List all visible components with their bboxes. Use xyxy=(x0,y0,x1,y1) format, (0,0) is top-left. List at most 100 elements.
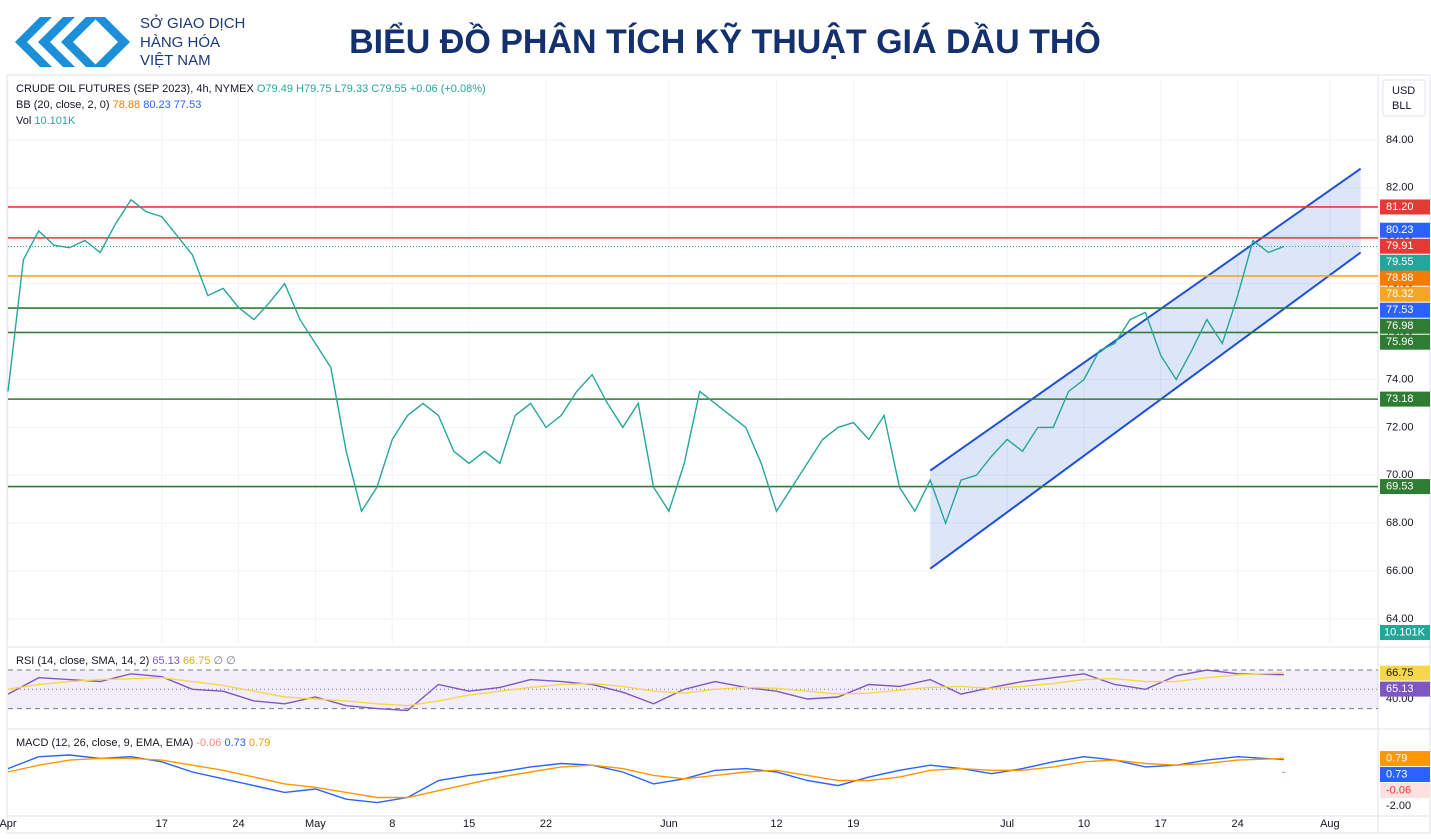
legend-text: 78.88 xyxy=(113,99,141,111)
legend: CRUDE OIL FUTURES (SEP 2023), 4h, NYMEX … xyxy=(16,83,486,95)
legend: MACD (12, 26, close, 9, EMA, EMA) -0.06 … xyxy=(16,737,270,749)
price-label-bg xyxy=(1380,391,1430,407)
price-label: 66.75 xyxy=(1386,667,1414,679)
price-label: -0.06 xyxy=(1386,784,1411,796)
price-label-bg xyxy=(1380,270,1430,286)
legend-text: BB (20, close, 2, 0) xyxy=(16,99,110,111)
y-tick-label: 64.00 xyxy=(1386,613,1414,625)
x-tick-label: 17 xyxy=(1155,818,1167,830)
price-label-bg xyxy=(1380,783,1430,799)
legend-text: ∅ ∅ xyxy=(214,655,236,667)
logo-shape xyxy=(38,17,75,67)
series-line xyxy=(7,669,1284,712)
price-label: 79.55 xyxy=(1386,256,1414,268)
unit-label: USD xyxy=(1392,85,1415,97)
x-tick-label: 8 xyxy=(389,818,395,830)
channel-fill xyxy=(930,168,1361,569)
x-tick-label: 24 xyxy=(232,818,244,830)
logo-shape xyxy=(15,17,52,67)
page-title: BIỂU ĐỒ PHÂN TÍCH KỸ THUẬT GIÁ DẦU THÔ xyxy=(349,22,1101,61)
price-label-bg xyxy=(1380,479,1430,495)
x-tick-label: 22 xyxy=(540,818,552,830)
y-tick-label: 84.00 xyxy=(1386,134,1414,146)
price-label-bg xyxy=(1380,334,1430,350)
legend-text: CRUDE OIL FUTURES (SEP 2023), 4h, NYMEX xyxy=(16,83,254,95)
legend: BB (20, close, 2, 0) 78.88 80.23 77.53 xyxy=(16,99,201,111)
channel-line xyxy=(929,167,1362,472)
series-line xyxy=(7,757,1284,799)
y-tick-label: 82.00 xyxy=(1386,182,1414,194)
x-tick-label: 19 xyxy=(847,818,859,830)
price-label-bg xyxy=(1380,767,1430,783)
volume-label: 10.101K xyxy=(1384,626,1426,638)
logo-text: HÀNG HÓA xyxy=(140,34,220,51)
legend-text: 0.73 xyxy=(224,737,245,749)
price-label-bg xyxy=(1380,222,1430,238)
y-tick-label: 74.00 xyxy=(1386,373,1414,385)
logo-text: SỞ GIAO DỊCH xyxy=(140,14,245,32)
price-label: 65.13 xyxy=(1386,683,1414,695)
x-tick-label: 15 xyxy=(463,818,475,830)
series-line xyxy=(7,198,1285,526)
legend-text: L79.33 xyxy=(335,83,369,95)
legend-text: 66.75 xyxy=(183,655,211,667)
legend-text: +0.06 (+0.08%) xyxy=(410,83,486,95)
x-tick-label: 12 xyxy=(770,818,782,830)
y-tick-label: 70.00 xyxy=(1386,469,1414,481)
unit-box xyxy=(1382,79,1426,117)
y-tick-label: 68.00 xyxy=(1386,517,1414,529)
price-label: 76.98 xyxy=(1386,320,1414,332)
logo-text: VIỆT NAM xyxy=(140,52,211,69)
price-label-bg xyxy=(1380,199,1430,215)
legend-text: 65.13 xyxy=(152,655,180,667)
channel-line xyxy=(929,251,1362,570)
legend-text: H79.75 xyxy=(296,83,331,95)
legend: RSI (14, close, SMA, 14, 2) 65.13 66.75 … xyxy=(16,655,236,667)
legend-text: -0.06 xyxy=(196,737,221,749)
x-tick-label: Jul xyxy=(1000,818,1014,830)
y-tick-label: 72.00 xyxy=(1386,421,1414,433)
price-label-bg xyxy=(1380,665,1430,681)
price-label: 69.53 xyxy=(1386,480,1414,492)
x-tick-label: Apr xyxy=(0,818,17,830)
chart-frame xyxy=(6,74,1431,834)
price-label: 78.88 xyxy=(1386,272,1414,284)
price-label-bg xyxy=(1380,302,1430,318)
price-label-bg xyxy=(1380,286,1430,302)
price-label: 73.18 xyxy=(1386,393,1414,405)
legend-text: C79.55 xyxy=(371,83,406,95)
price-label: 77.53 xyxy=(1386,304,1414,316)
legend: Vol 10.101K xyxy=(16,115,76,127)
x-tick-label: May xyxy=(305,818,326,830)
y-tick-label: 66.00 xyxy=(1386,565,1414,577)
series-line xyxy=(7,672,1284,707)
logo-shape xyxy=(61,17,98,67)
legend-text: Vol xyxy=(16,115,31,127)
unit-label: BLL xyxy=(1392,100,1412,112)
legend-text: 80.23 xyxy=(143,99,171,111)
price-label-bg xyxy=(1380,681,1430,697)
y-tick-label: -2.00 xyxy=(1386,800,1411,812)
price-label: 79.91 xyxy=(1386,240,1414,252)
histogram-bar xyxy=(1282,771,1286,773)
x-tick-label: Jun xyxy=(660,818,678,830)
price-label-bg xyxy=(1380,238,1430,254)
series-line xyxy=(7,754,1284,804)
legend-text: MACD (12, 26, close, 9, EMA, EMA) xyxy=(16,737,193,749)
legend-text: RSI (14, close, SMA, 14, 2) xyxy=(16,655,149,667)
x-tick-label: Aug xyxy=(1320,818,1340,830)
price-label: 75.96 xyxy=(1386,336,1414,348)
volume-label-bg xyxy=(1380,625,1430,640)
legend-text: 0.79 xyxy=(249,737,270,749)
price-label-bg xyxy=(1380,318,1430,334)
price-label: 0.73 xyxy=(1386,768,1407,780)
price-label: 0.79 xyxy=(1386,752,1407,764)
price-label: 80.23 xyxy=(1386,224,1414,236)
x-tick-label: 24 xyxy=(1232,818,1244,830)
legend-text: O79.49 xyxy=(257,83,293,95)
legend-text: 77.53 xyxy=(174,99,202,111)
legend-text: 10.101K xyxy=(34,115,76,127)
price-label: 81.20 xyxy=(1386,201,1414,213)
